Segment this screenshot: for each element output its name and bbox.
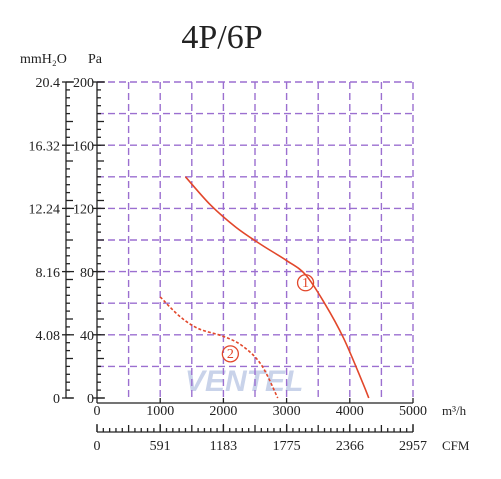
curve xyxy=(184,176,370,399)
x-tick-label: 1000 xyxy=(146,404,174,419)
x2-tick-label: 1775 xyxy=(273,439,301,454)
x2-tick-label: 0 xyxy=(94,439,101,454)
series-marker xyxy=(296,274,315,292)
y-tick-label: 80 xyxy=(80,266,94,281)
x-tick-label: 3000 xyxy=(273,404,301,419)
y2-tick-label: 4.08 xyxy=(36,329,61,344)
y-tick-label: 200 xyxy=(73,76,94,91)
y2-tick-label: 0 xyxy=(53,392,60,407)
x2-axis-label: CFM xyxy=(442,438,470,453)
y2-tick-label: 8.16 xyxy=(36,266,61,281)
y-tick-label: 160 xyxy=(73,139,94,154)
legend-label: 1 xyxy=(302,276,309,291)
y2-tick-label: 16.32 xyxy=(29,139,61,154)
x-tick-label: 4000 xyxy=(336,404,364,419)
y-tick-label: 120 xyxy=(73,203,94,218)
y-tick-label: 0 xyxy=(87,392,94,407)
curve xyxy=(159,296,279,399)
chart-title: 4P/6P xyxy=(181,19,262,56)
y2-tick-label: 20.4 xyxy=(36,76,61,91)
series-marker xyxy=(221,345,240,363)
x-tick-label: 5000 xyxy=(399,404,427,419)
x2-tick-label: 2957 xyxy=(399,439,427,454)
x2-tick-label: 2366 xyxy=(336,439,364,454)
x2-tick-label: 591 xyxy=(150,439,171,454)
legend-label: 2 xyxy=(227,347,234,362)
x-axis-label: m³/h xyxy=(442,403,467,418)
y2-tick-label: 12.24 xyxy=(29,203,61,218)
x-tick-label: 0 xyxy=(94,404,101,419)
y-tick-label: 40 xyxy=(80,329,94,344)
watermark: VENTEL xyxy=(185,365,303,398)
y-axis-label: Pa xyxy=(88,52,103,67)
x-tick-label: 2000 xyxy=(209,404,237,419)
y2-axis-label: mmH₂O xyxy=(20,52,67,67)
x2-tick-label: 1183 xyxy=(210,439,237,454)
